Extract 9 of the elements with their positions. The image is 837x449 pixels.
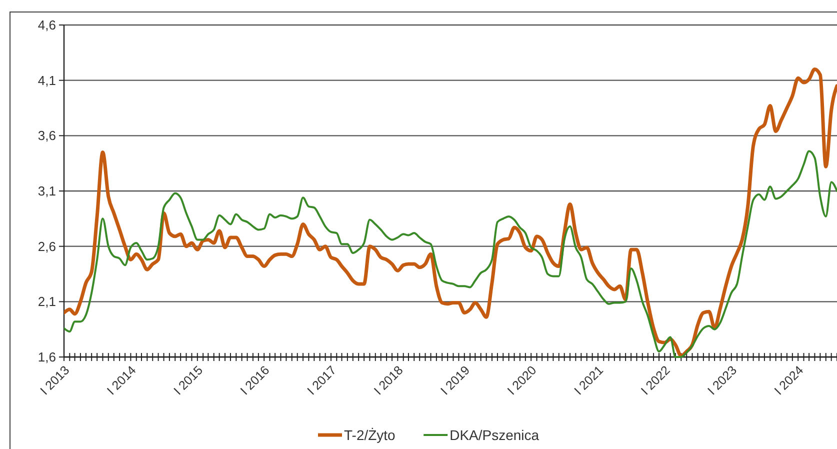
legend-label: T-2/Żyto xyxy=(344,426,396,443)
y-tick-label: 4,6 xyxy=(38,18,56,33)
legend-label: DKA/Pszenica xyxy=(450,426,540,443)
y-tick-label: 2,1 xyxy=(38,294,56,310)
y-tick-label: 4,1 xyxy=(38,72,56,88)
y-tick-label: 2,6 xyxy=(38,238,56,254)
y-tick-label: 3,6 xyxy=(38,128,56,144)
y-tick-label: 1,6 xyxy=(38,350,56,365)
y-tick-label: 3,1 xyxy=(38,184,56,199)
